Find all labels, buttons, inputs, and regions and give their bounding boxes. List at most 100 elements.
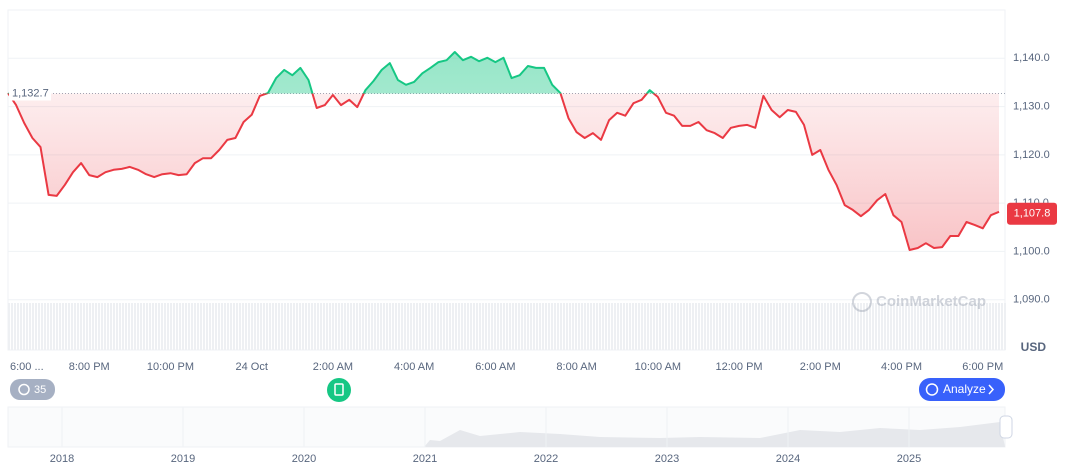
volume-bar <box>953 303 955 350</box>
volume-bar <box>494 303 496 350</box>
volume-bar <box>713 303 715 350</box>
volume-bar <box>818 303 820 350</box>
volume-bar <box>38 303 40 350</box>
volume-bar <box>74 303 76 350</box>
analyze-button[interactable]: Analyze <box>919 378 1005 401</box>
volume-bar <box>218 303 220 350</box>
volume-bar <box>59 303 61 350</box>
volume-bar <box>272 303 274 350</box>
volume-bar <box>152 303 154 350</box>
volume-bar <box>191 303 193 350</box>
volume-bar <box>887 303 889 350</box>
y-tick-label: 1,090.0 <box>1013 294 1050 306</box>
volume-bar <box>479 303 481 350</box>
volume-bar <box>167 303 169 350</box>
volume-bar <box>635 303 637 350</box>
volume-bar <box>239 303 241 350</box>
volume-bar <box>851 303 853 350</box>
volume-bar <box>911 303 913 350</box>
volume-bar <box>416 303 418 350</box>
volume-bar <box>290 303 292 350</box>
volume-bar <box>107 303 109 350</box>
volume-bar <box>284 303 286 350</box>
volume-bar <box>341 303 343 350</box>
volume-bar <box>359 303 361 350</box>
volume-bar <box>458 303 460 350</box>
volume-bar <box>296 303 298 350</box>
volume-bar <box>452 303 454 350</box>
volume-bar <box>647 303 649 350</box>
volume-bar <box>29 303 31 350</box>
volume-bar <box>815 303 817 350</box>
volume-bar <box>974 303 976 350</box>
volume-bar <box>524 303 526 350</box>
volume-bar <box>302 303 304 350</box>
volume-bar <box>41 303 43 350</box>
volume-bar <box>518 303 520 350</box>
volume-bar <box>23 303 25 350</box>
volume-bar <box>44 303 46 350</box>
volume-bar <box>281 303 283 350</box>
volume-bar <box>419 303 421 350</box>
volume-bar <box>386 303 388 350</box>
volume-bar <box>257 303 259 350</box>
volume-bar <box>830 303 832 350</box>
history-button[interactable]: 35 <box>10 379 55 400</box>
volume-bar <box>812 303 814 350</box>
watermark-text: CoinMarketCap <box>876 293 986 310</box>
volume-bar <box>599 303 601 350</box>
volume-bar <box>206 303 208 350</box>
volume-bar <box>842 303 844 350</box>
volume-bar <box>776 303 778 350</box>
volume-bar <box>872 303 874 350</box>
volume-bar <box>149 303 151 350</box>
volume-bar <box>482 303 484 350</box>
volume-bar <box>863 303 865 350</box>
volume-bar <box>431 303 433 350</box>
volume-bar <box>104 303 106 350</box>
volume-bar <box>917 303 919 350</box>
volume-bar <box>893 303 895 350</box>
volume-bar <box>422 303 424 350</box>
volume-bar <box>890 303 892 350</box>
volume-bar <box>824 303 826 350</box>
volume-bar <box>749 303 751 350</box>
volume-bar <box>623 303 625 350</box>
volume-bar <box>608 303 610 350</box>
volume-bar <box>407 303 409 350</box>
volume-bar <box>86 303 88 350</box>
volume-bar <box>377 303 379 350</box>
volume-bar <box>653 303 655 350</box>
volume-bar <box>938 303 940 350</box>
x-tick-label: 12:00 PM <box>716 361 763 373</box>
volume-bar <box>446 303 448 350</box>
volume-bar <box>311 303 313 350</box>
volume-bar <box>71 303 73 350</box>
volume-bar <box>509 303 511 350</box>
volume-bar <box>935 303 937 350</box>
volume-bar <box>644 303 646 350</box>
news-marker[interactable] <box>327 378 351 402</box>
volume-bar <box>155 303 157 350</box>
volume-bar <box>584 303 586 350</box>
volume-bar <box>347 303 349 350</box>
volume-bar <box>83 303 85 350</box>
y-tick-label: 1,120.0 <box>1013 149 1050 161</box>
currency-label: USD <box>1021 340 1047 354</box>
volume-bar <box>380 303 382 350</box>
volume-bar <box>350 303 352 350</box>
volume-bar <box>161 303 163 350</box>
volume-bar <box>626 303 628 350</box>
volume-bar <box>35 303 37 350</box>
volume-bar <box>686 303 688 350</box>
volume-bar <box>203 303 205 350</box>
volume-bar <box>170 303 172 350</box>
x-tick-label: 2:00 PM <box>800 361 841 373</box>
volume-bar <box>995 303 997 350</box>
volume-bar <box>173 303 175 350</box>
volume-bar <box>779 303 781 350</box>
volume-bar <box>182 303 184 350</box>
volume-bar <box>401 303 403 350</box>
navigator-year: 2023 <box>655 453 679 465</box>
volume-bar <box>926 303 928 350</box>
